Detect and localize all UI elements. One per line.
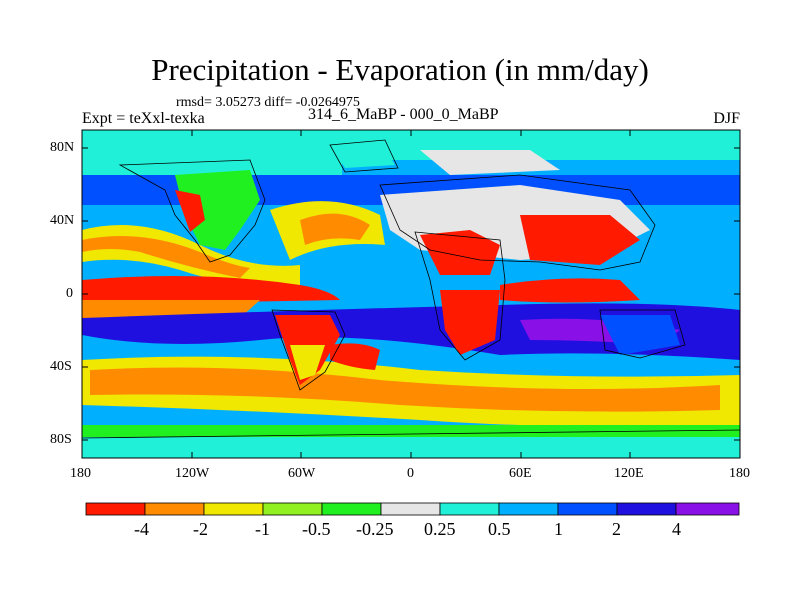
field-asia-red bbox=[520, 215, 640, 265]
field-polar-south bbox=[82, 437, 740, 458]
colorbar-box bbox=[262, 502, 323, 516]
y-tick-label: 80S bbox=[50, 432, 72, 447]
season-label: DJF bbox=[713, 110, 740, 127]
field-greenland-cyan bbox=[330, 140, 395, 168]
field-arctic-white bbox=[420, 150, 560, 175]
x-tick-label: 180 bbox=[729, 466, 750, 481]
coastline-eurasia bbox=[379, 174, 656, 271]
experiment-label: Expt = teXxl-texka bbox=[82, 110, 205, 127]
field-npac-orange bbox=[82, 236, 250, 278]
y-tick-label: 80N bbox=[50, 140, 75, 155]
coastline-antarctica bbox=[82, 429, 740, 439]
colorbar-box bbox=[380, 502, 441, 516]
coastline-australia bbox=[599, 309, 686, 359]
y-tick-label: 40S bbox=[50, 359, 72, 374]
colorbar-box bbox=[203, 502, 264, 516]
coastlines bbox=[82, 139, 740, 439]
field-eq-red-west bbox=[500, 278, 640, 303]
field-australia-blue bbox=[600, 315, 680, 355]
colorbar-box bbox=[675, 502, 740, 516]
colorbar-box bbox=[616, 502, 677, 516]
coastline-africa bbox=[414, 231, 506, 361]
colorbar-box bbox=[439, 502, 500, 516]
colorbar-label: -0.5 bbox=[302, 519, 331, 539]
colorbar-label: 4 bbox=[672, 519, 681, 539]
field-natl-orange bbox=[300, 213, 370, 245]
x-tick-label: 60W bbox=[288, 466, 316, 481]
x-tick-label: 120E bbox=[614, 466, 644, 481]
x-tick-label: 0 bbox=[407, 466, 414, 481]
plot-title: Precipitation - Evaporation (in mm/day) bbox=[151, 52, 649, 87]
colorbar-box bbox=[144, 502, 205, 516]
colorbar-label: -4 bbox=[134, 519, 149, 539]
x-tick-label: 60E bbox=[509, 466, 532, 481]
coastline-greenland bbox=[329, 139, 399, 173]
field-south-red bbox=[330, 343, 380, 370]
colorbar-label: -1 bbox=[255, 519, 270, 539]
comparison-label: 314_6_MaBP - 000_0_MaBP bbox=[308, 106, 499, 123]
stats-text: rmsd= 3.05273 diff= -0.0264975 bbox=[176, 95, 360, 110]
y-tick-label: 0 bbox=[66, 286, 73, 301]
y-tick-label: 40N bbox=[50, 213, 75, 228]
axis-ticks bbox=[81, 130, 741, 458]
colorbar-label: -0.25 bbox=[356, 519, 394, 539]
map-field bbox=[82, 130, 740, 458]
field-samerica-yellow bbox=[290, 345, 325, 380]
coastline-namerica bbox=[118, 159, 266, 263]
field-s-africa-red bbox=[440, 290, 500, 355]
colorbar-box bbox=[498, 502, 559, 516]
colorbar-label: 1 bbox=[554, 519, 563, 539]
field-namerica-green bbox=[175, 170, 260, 250]
colorbar-label: 0.5 bbox=[488, 519, 511, 539]
coastline-samerica bbox=[271, 309, 346, 391]
field-n-africa-red bbox=[420, 230, 500, 275]
field-namerica-red bbox=[175, 190, 205, 232]
colorbar-label: 0.25 bbox=[424, 519, 456, 539]
field-eq-darkblue bbox=[82, 303, 740, 360]
colorbar-box bbox=[85, 502, 146, 516]
x-tick-label: 120W bbox=[175, 466, 210, 481]
field-eq-red-east bbox=[82, 276, 340, 305]
colorbar-box bbox=[321, 502, 382, 516]
x-tick-label: 180 bbox=[70, 466, 91, 481]
colorbar-box bbox=[557, 502, 618, 516]
colorbar-label: -2 bbox=[193, 519, 208, 539]
colorbar bbox=[85, 502, 740, 516]
colorbar-label: 2 bbox=[612, 519, 621, 539]
field-far-south-green bbox=[82, 425, 740, 437]
field-south-orange bbox=[90, 367, 720, 412]
